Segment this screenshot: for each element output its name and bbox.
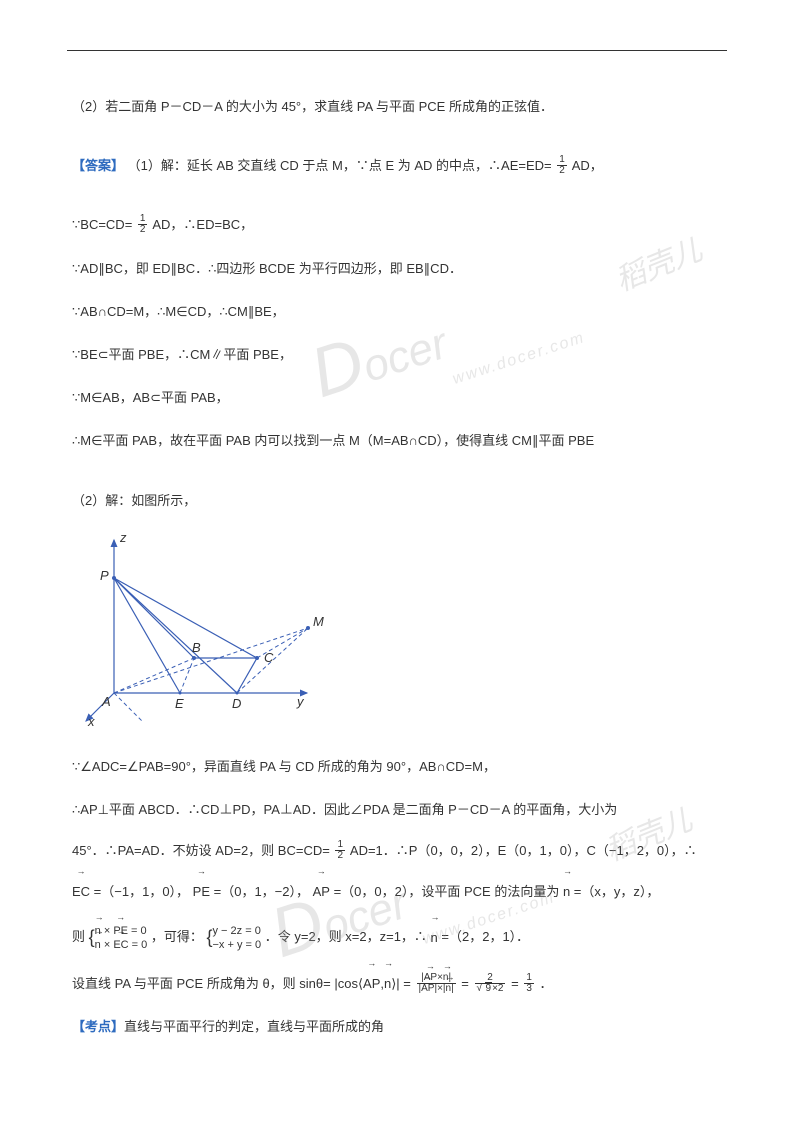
then-text: 则 xyxy=(72,930,89,945)
frac-1-2: 12 xyxy=(557,155,567,176)
para-bc: ∵BC=CD= 12 AD，∴ED=BC， xyxy=(72,209,722,240)
vec-ap-2: AP xyxy=(363,970,380,999)
nval-text: =（2，2，1）． xyxy=(438,930,529,945)
ans1-suffix: AD， xyxy=(569,158,603,173)
kaodian-line: 【考点】直线与平面平行的判定，直线与平面所成的角 xyxy=(72,1011,722,1042)
answer-line-1: 【答案】 （1）解：延长 AB 交直线 CD 于点 M，∵点 E 为 AD 的中… xyxy=(72,150,722,181)
period: ． xyxy=(536,976,553,991)
geometry-figure: z P M B C A E D y x xyxy=(72,528,722,739)
eqsys-2: y − 2z = 0 −x + y = 0 xyxy=(213,924,262,953)
vec-ap: AP xyxy=(313,878,330,907)
para-pa-perp: ∴AP⊥平面 ABCD．∴CD⊥PD，PA⊥AD．因此∠PDA 是二面角 P－C… xyxy=(72,794,722,825)
para-angle: 设直线 PA 与平面 PCE 所成角为 θ，则 sinθ= |cos⟨AP,n⟩… xyxy=(72,970,722,999)
vec-n-3: n xyxy=(384,970,391,999)
answer-label: 【答案】 xyxy=(72,158,124,173)
vec-n: n xyxy=(563,878,570,907)
svg-text:y: y xyxy=(296,694,305,709)
frac-1-2-b: 12 xyxy=(138,214,148,235)
svg-text:A: A xyxy=(101,694,111,709)
part2-intro: （2）解：如图所示， xyxy=(72,485,722,516)
para-conclusion: ∴M∈平面 PAB，故在平面 PAB 内可以找到一点 M（M=AB∩CD），使得… xyxy=(72,425,722,456)
svg-text:C: C xyxy=(264,650,274,665)
para-adbc: ∵AD∥BC，即 ED∥BC．∴四边形 BCDE 为平行四边形，即 EB∥CD． xyxy=(72,253,722,284)
lety-text: ．令 y=2，则 x=2，z=1，∴ xyxy=(261,930,430,945)
vec-pe: PE xyxy=(193,878,210,907)
para-eqsys: 则 { n × PE = 0 n × EC = 0 ，可得： { y − 2z … xyxy=(72,918,722,958)
vec-prefix: =（−1，1，0）， xyxy=(90,884,193,899)
para-bepbe: ∵BE⊂平面 PBE，∴CM∥平面 PBE， xyxy=(72,339,722,370)
vec-end: =（0，0，2），设平面 PCE 的法向量为 xyxy=(330,884,563,899)
para-adc: ∵∠ADC=∠PAB=90°，异面直线 PA 与 CD 所成的角为 90°，AB… xyxy=(72,751,722,782)
question-2: （2）若二面角 P－CD－A 的大小为 45°，求直线 PA 与平面 PCE 所… xyxy=(72,91,722,122)
svg-text:x: x xyxy=(87,714,95,728)
ans1-prefix: （1）解：延长 AB 交直线 CD 于点 M，∵点 E 为 AD 的中点，∴AE… xyxy=(124,158,555,173)
frac-2-sqrt9: 2 9×2 xyxy=(475,973,506,994)
svg-text:P: P xyxy=(100,568,109,583)
svg-text:E: E xyxy=(175,696,184,711)
vec-n-2: n xyxy=(431,924,438,953)
svg-text:B: B xyxy=(192,640,201,655)
kaodian-text: 直线与平面平行的判定，直线与平面所成的角 xyxy=(124,1019,384,1034)
vec-mid: =（0，1，−2）， xyxy=(210,884,313,899)
para-45: 45°．∴PA=AD．不妨设 AD=2，则 BC=CD= 12 AD=1．∴P（… xyxy=(72,837,722,866)
frac-apn: |AP×n| |AP|×|n| xyxy=(417,973,456,994)
kaodian-label: 【考点】 xyxy=(72,1019,124,1034)
vec-ec: EC xyxy=(72,878,90,907)
eq2: = xyxy=(458,976,473,991)
cos-close: ⟩| xyxy=(391,976,399,991)
cos-open: |cos⟨ xyxy=(334,976,363,991)
bc-suffix: AD，∴ED=BC， xyxy=(149,217,253,232)
angle-prefix: 设直线 PA 与平面 PCE 所成角为 θ，则 sinθ= xyxy=(72,976,334,991)
svg-text:M: M xyxy=(313,614,324,629)
para-abcd: ∵AB∩CD=M，∴M∈CD，∴CM∥BE， xyxy=(72,296,722,327)
p45-prefix: 45°．∴PA=AD．不妨设 AD=2，则 BC=CD= xyxy=(72,843,333,858)
eq3: = xyxy=(507,976,522,991)
svg-text:z: z xyxy=(119,530,127,545)
kede-text: ，可得： xyxy=(147,930,206,945)
vec-xyz: =（x，y，z）， xyxy=(570,884,659,899)
p45-suffix: AD=1．∴P（0，0，2），E（0，1，0），C（−1，2，0），∴ xyxy=(347,843,697,858)
eq1: = xyxy=(400,976,415,991)
frac-1-2-c: 12 xyxy=(335,840,345,861)
para-vectors: EC =（−1，1，0）， PE =（0，1，−2）， AP =（0，0，2），… xyxy=(72,878,722,907)
bc-prefix: ∵BC=CD= xyxy=(72,217,136,232)
para-mab: ∵M∈AB，AB⊂平面 PAB， xyxy=(72,382,722,413)
eqsys-1: n × PE = 0 n × EC = 0 xyxy=(95,924,148,953)
top-rule xyxy=(67,50,727,51)
svg-text:D: D xyxy=(232,696,241,711)
frac-1-3: 1 3 xyxy=(524,973,534,994)
